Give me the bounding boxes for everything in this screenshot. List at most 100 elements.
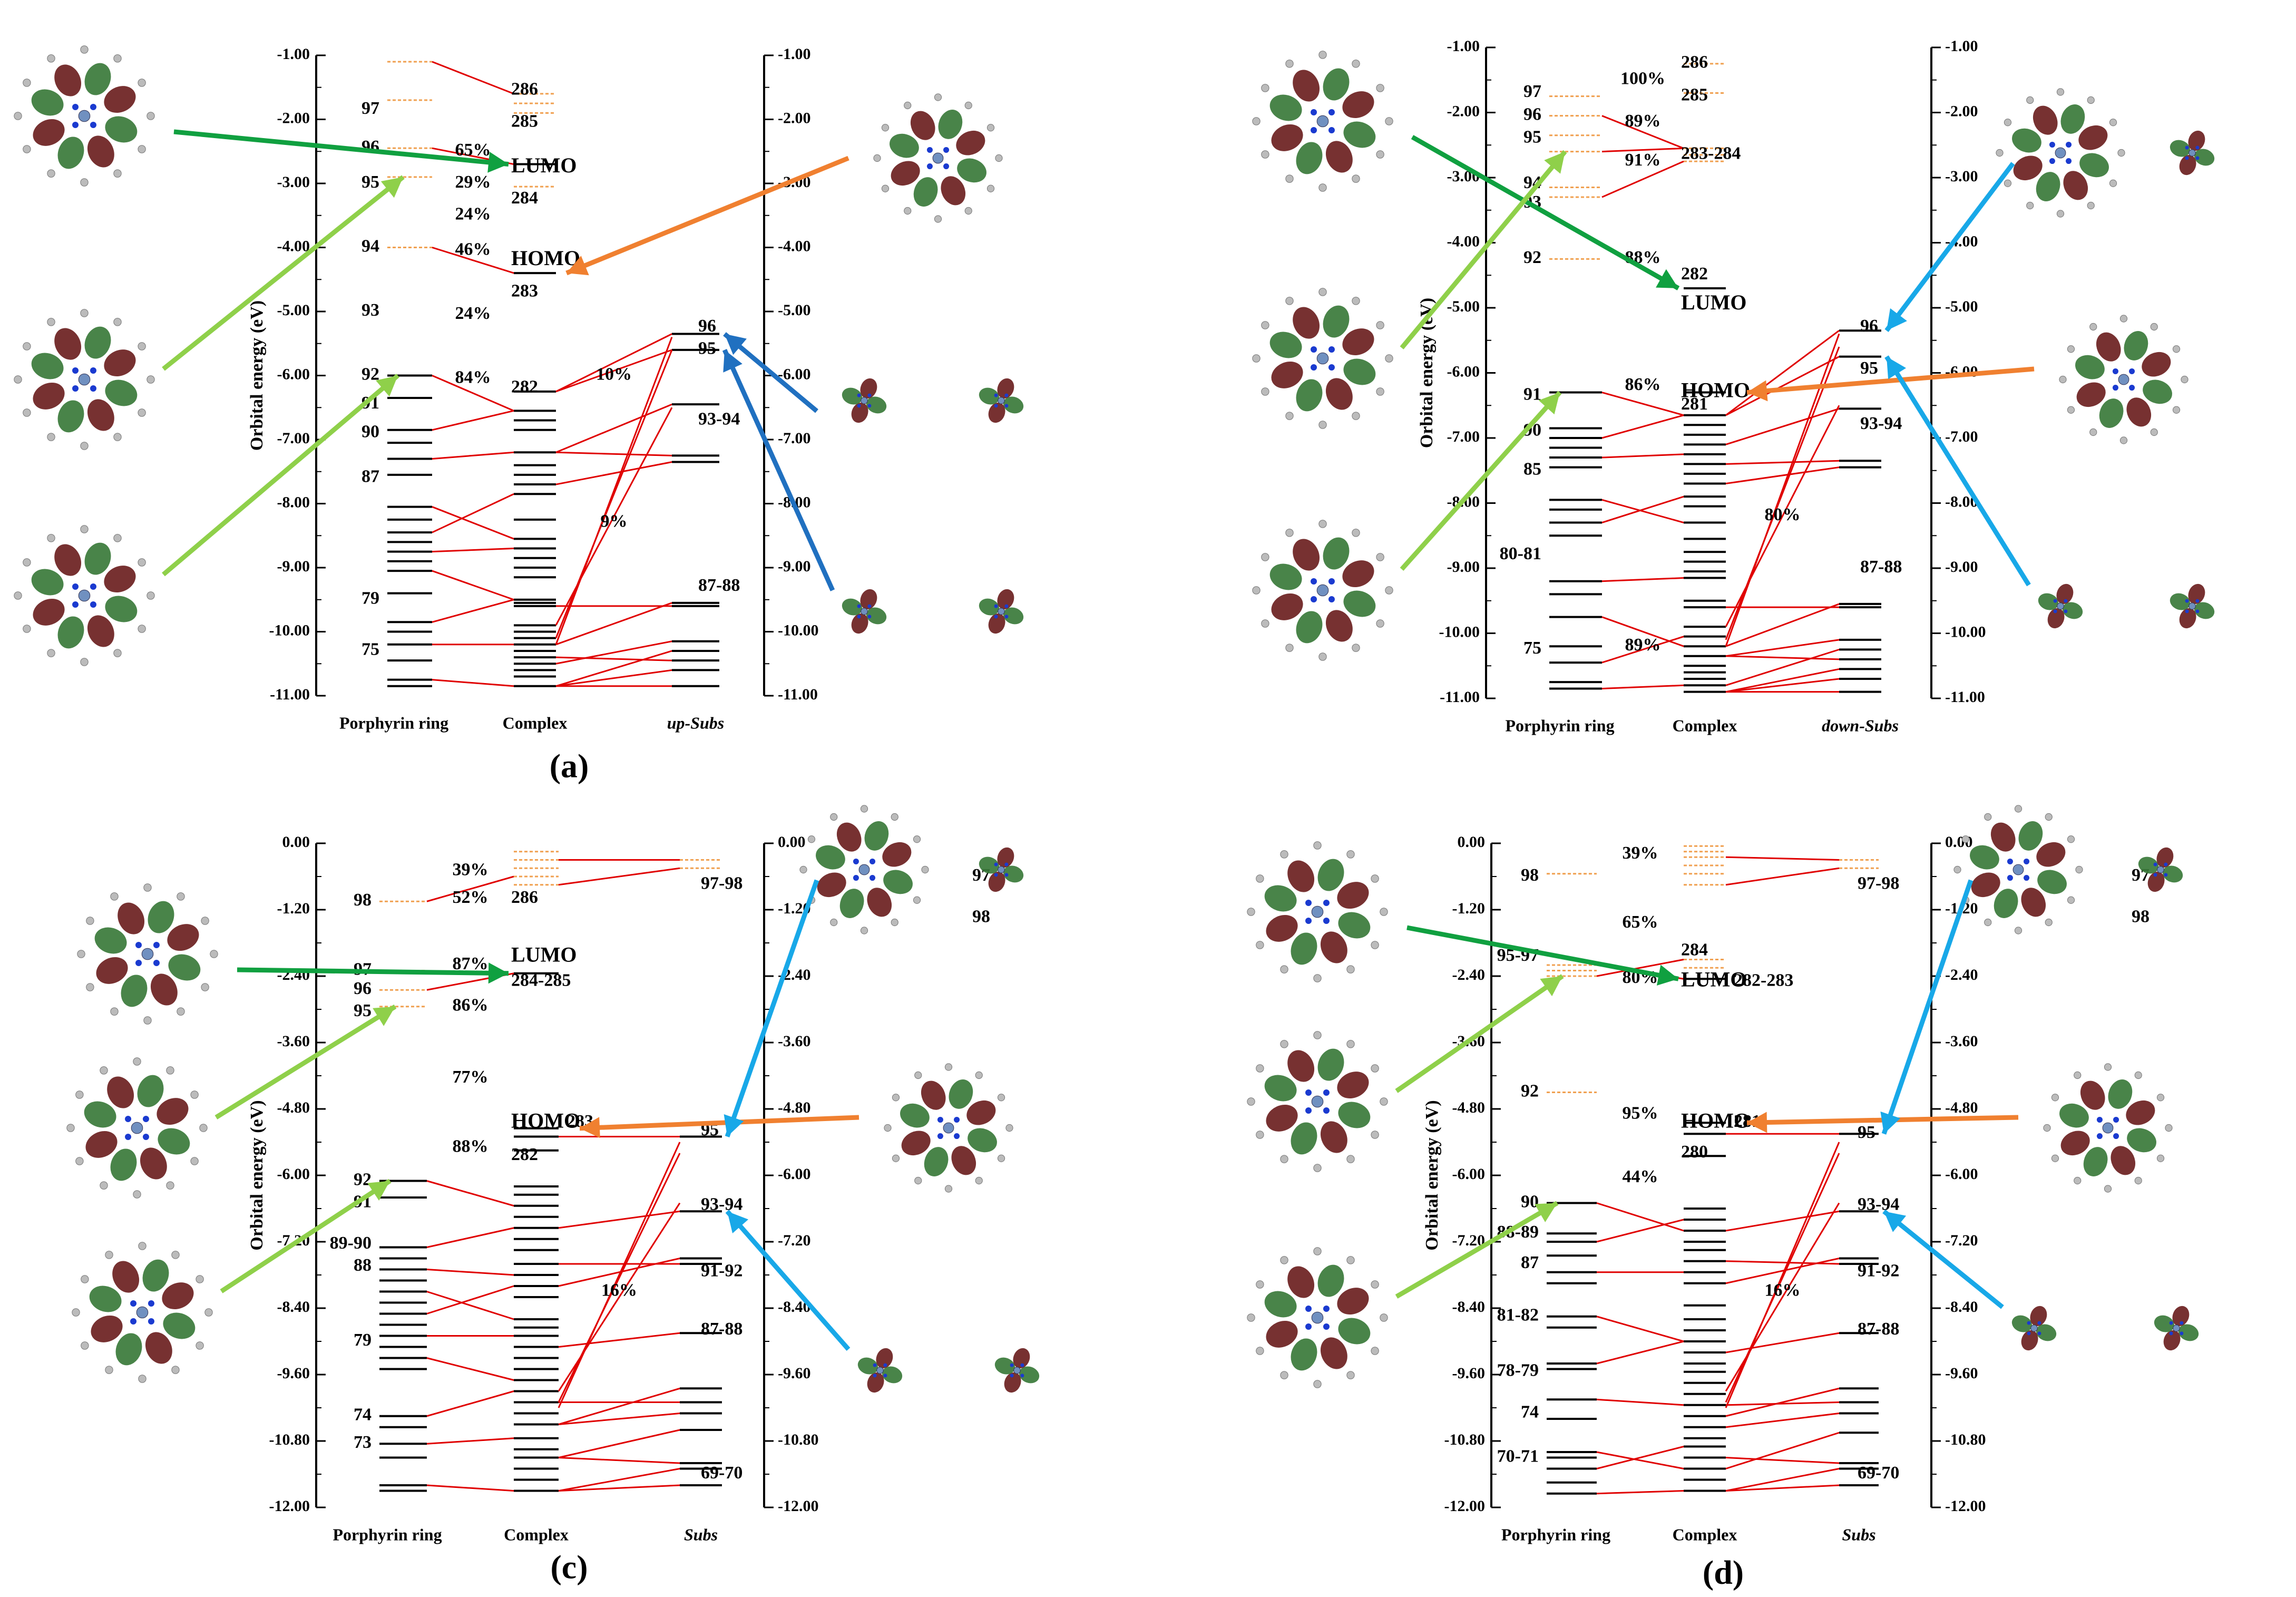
orbital-lobe (956, 130, 985, 155)
atom-h (1376, 387, 1384, 396)
atom-h (975, 1071, 983, 1079)
y-tick-label: 0.00 (282, 833, 310, 851)
atom-h (110, 1007, 119, 1016)
orbital-lobe (33, 119, 65, 146)
y-tick-label: -11.00 (270, 686, 310, 703)
y-tick-label: -1.00 (1945, 37, 1978, 55)
atom-h (1247, 1097, 1255, 1106)
frontier-label: HOMO (1681, 378, 1750, 402)
atom-h (904, 101, 912, 110)
atom-h (72, 1308, 80, 1317)
orbital-lobe (57, 616, 84, 649)
arrow-shaft (162, 374, 399, 577)
orbital-lobe (96, 957, 128, 984)
column-label: Subs (1842, 1525, 1875, 1544)
orbital-lobe (167, 924, 199, 951)
percent-label: 88% (453, 1136, 488, 1156)
orbital-lobe (2163, 1330, 2181, 1351)
correlation-line (558, 1468, 680, 1492)
correlation-line (555, 640, 672, 665)
orbital-lobe (2162, 865, 2183, 883)
orbital-index-label: 75 (1523, 638, 1541, 658)
column-label: Porphyrin ring (1501, 1525, 1610, 1544)
atom-h (1280, 1040, 1288, 1048)
orbital-lobe (84, 63, 111, 95)
orbital-lobe (1269, 332, 1302, 358)
orbital-lobe (1320, 1337, 1347, 1369)
orbital-index-label: 90 (362, 422, 379, 442)
nitrogen-atom (1004, 604, 1009, 608)
atom-h (146, 375, 155, 384)
atom-h (2172, 406, 2181, 414)
atom-h (2074, 1071, 2082, 1079)
orbital-index-label: 285 (511, 111, 538, 131)
correlation-line (555, 407, 673, 626)
nitrogen-atom (1305, 900, 1312, 907)
atom-h (1247, 1313, 1255, 1322)
correlation-line (1725, 1260, 1840, 1265)
correlation-line (558, 1332, 680, 1348)
nitrogen-atom (937, 1116, 943, 1123)
nitrogen-atom (153, 959, 160, 966)
orbital-lobe (110, 1148, 137, 1181)
metal-atom (1311, 1311, 1324, 1324)
orbital-lobe (1343, 121, 1376, 148)
metal-atom (2173, 1325, 2180, 1332)
arrow-shaft (237, 967, 509, 976)
atom-h (904, 207, 912, 215)
atom-h (2104, 1185, 2112, 1193)
percent-label: 52% (453, 888, 488, 907)
nitrogen-atom (135, 959, 142, 966)
panel-b: -1.00-2.00-3.00-4.00-5.00-6.00-7.00-8.00… (1252, 37, 2215, 735)
orbital-index-label: 87 (362, 467, 379, 486)
orbital-lobe (994, 1357, 1015, 1375)
metal-atom (1311, 905, 1324, 918)
substituent-orbital-icon (873, 93, 1003, 223)
nitrogen-atom (2113, 1116, 2119, 1123)
orbital-lobe (882, 842, 912, 867)
correlation-line (558, 1387, 680, 1425)
nitrogen-atom (994, 873, 998, 877)
percent-label: 91% (1625, 150, 1661, 170)
correlation-line (1601, 147, 1684, 153)
atom-h (171, 1251, 180, 1259)
atom-h (1371, 1131, 1379, 1139)
arrow-shaft (1400, 150, 1567, 349)
orbital-lobe (988, 402, 1005, 423)
atom-h (944, 1063, 953, 1071)
atom-h (2165, 1124, 2173, 1132)
y-tick-label: -9.60 (277, 1365, 310, 1382)
atom-h (1346, 1371, 1355, 1379)
nitrogen-atom (2153, 873, 2157, 877)
nitrogen-atom (2185, 145, 2189, 150)
arrow-head (1880, 1111, 1901, 1134)
orbital-lobe (988, 613, 1005, 634)
nitrogen-atom (1328, 596, 1335, 602)
correlation-line (1725, 1401, 1840, 1406)
atom-h (1352, 297, 1360, 305)
correlation-line (1725, 1153, 1840, 1403)
substituent-orbital-icon (979, 847, 1024, 892)
atom-h (2004, 119, 2012, 126)
arrow-head (1887, 356, 1907, 379)
nitrogen-atom (2195, 599, 2200, 603)
arrow-shaft (1884, 162, 2015, 332)
percent-label: 24% (455, 205, 491, 224)
atom-h (113, 534, 122, 542)
atom-h (190, 1090, 199, 1099)
orbital-lobe (2143, 379, 2172, 404)
correlation-line (1725, 407, 1840, 445)
atom-h (138, 79, 146, 87)
ring-orbital-arrow (1395, 974, 1564, 1093)
nitrogen-atom (869, 858, 876, 864)
orbital-index-label: 79 (362, 589, 379, 608)
atom-h (146, 591, 155, 600)
correlation-line (1725, 330, 1840, 416)
atom-h (86, 917, 94, 925)
arrow-head (1538, 392, 1560, 415)
orbital-lobe (857, 1357, 878, 1375)
orbital-index-label: 95 (1858, 1123, 1875, 1142)
orbital-lobe (2099, 398, 2124, 428)
atom-h (1256, 941, 1264, 949)
nitrogen-atom (2112, 385, 2118, 391)
